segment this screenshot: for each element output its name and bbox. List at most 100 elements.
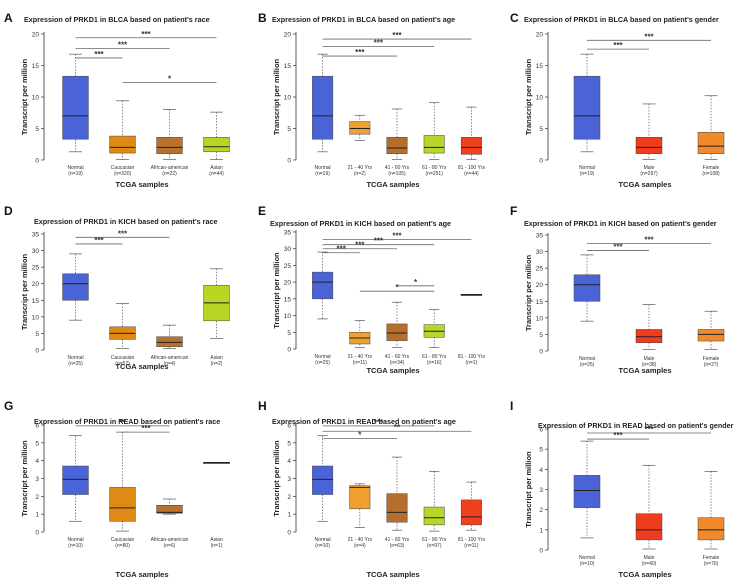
category-n-label: (n=2) [354, 171, 366, 177]
y-tick-label: 5 [35, 331, 39, 338]
panel-b: B Expression of PRKD1 in BLCA based on pa… [258, 11, 485, 189]
category-label: Normal [579, 165, 595, 171]
panel-label: D [4, 204, 13, 218]
significance-label: *** [644, 425, 654, 434]
category-label: Female [703, 356, 720, 362]
category-label: Normal [315, 354, 331, 360]
chart-title: Expression of PRKD1 in KICH based on pat… [524, 219, 717, 228]
x-axis-label: TCGA samples [115, 570, 168, 579]
x-axis-label: TCGA samples [618, 180, 671, 189]
box-iqr [203, 137, 230, 153]
y-tick-label: 4 [539, 467, 543, 474]
category-n-label: (n=25) [68, 361, 83, 367]
x-axis-label: TCGA samples [618, 366, 671, 375]
y-tick-label: 0 [287, 158, 291, 165]
box-3: Asian(n=2) [203, 268, 230, 367]
y-tick-label: 5 [35, 440, 39, 447]
box-iqr [460, 499, 482, 526]
significance-label: *** [118, 229, 128, 238]
category-label: Normal [67, 537, 83, 543]
category-label: 61 - 80 Yrs [422, 354, 447, 360]
y-tick-label: 0 [287, 530, 291, 537]
y-axis-label: Transcript per million [524, 58, 533, 135]
box-iqr [635, 513, 663, 541]
y-tick-label: 15 [32, 63, 40, 70]
category-label: Normal [315, 165, 331, 171]
significance-label: *** [94, 236, 104, 245]
y-tick-label: 30 [284, 246, 292, 253]
significance-label: *** [644, 236, 654, 245]
box-3: Asian(n=1) [203, 461, 230, 549]
y-tick-label: 6 [539, 427, 543, 434]
box-iqr [573, 75, 601, 140]
panel-label: C [510, 11, 519, 25]
category-n-label: (n=76) [704, 561, 719, 567]
panel-g: G Expression of PRKD1 in READ based on pa… [4, 399, 230, 579]
significance-label: *** [644, 32, 654, 41]
significance-label: * [168, 75, 172, 84]
box-1: Male(n=297) [635, 103, 663, 177]
category-label: Female [703, 165, 720, 171]
y-tick-label: 30 [32, 248, 40, 255]
category-n-label: (n=27) [704, 362, 719, 368]
box-2: 41 - 60 Yrs(n=105) [385, 108, 410, 177]
panel-a: A Expression of PRKD1 in BLCA based on pa… [4, 11, 230, 189]
significance-label: *** [355, 48, 365, 57]
y-axis-label: Transcript per million [20, 253, 29, 330]
significance-label: *** [374, 39, 384, 48]
y-axis-label: Transcript per million [272, 58, 281, 135]
box-iqr [349, 121, 371, 135]
panel-c: C Expression of PRKD1 in BLCA based on pa… [510, 11, 725, 189]
box-3: Asian(n=44) [203, 111, 230, 177]
y-tick-label: 2 [539, 507, 543, 514]
category-label: 41 - 60 Yrs [385, 165, 410, 171]
significance-label: *** [613, 431, 623, 440]
box-2: 41 - 60 Yrs(n=63) [385, 456, 410, 549]
y-tick-label: 0 [539, 158, 543, 165]
x-axis-label: TCGA samples [115, 362, 168, 371]
y-tick-label: 1 [539, 527, 543, 534]
significance-label: *** [374, 237, 384, 246]
y-axis-label: Transcript per million [20, 440, 29, 517]
y-tick-label: 20 [536, 282, 544, 289]
y-axis-label: Transcript per million [272, 252, 281, 329]
category-label: Caucasian [111, 165, 135, 171]
y-tick-label: 15 [536, 299, 544, 306]
x-axis-label: TCGA samples [366, 180, 419, 189]
category-n-label: (n=63) [390, 543, 405, 549]
y-tick-label: 20 [32, 281, 40, 288]
box-iqr [460, 137, 482, 155]
category-n-label: (n=19) [68, 171, 83, 177]
significance-label: *** [141, 424, 151, 433]
panel-label: G [4, 399, 13, 413]
box-1: 21 - 40 Yrs(n=2) [348, 114, 372, 177]
category-label: 61 - 80 Yrs [422, 165, 447, 171]
chart-title: Expression of PRKD1 in BLCA based on pat… [24, 15, 210, 24]
box-2: Female(n=27) [697, 310, 725, 368]
y-tick-label: 0 [35, 158, 39, 165]
box-4: 81 - 100 Yrs(n=1) [458, 294, 485, 366]
box-iqr [697, 517, 725, 541]
panel-label: F [510, 204, 517, 218]
y-axis-label: Transcript per million [524, 451, 533, 528]
significance-label: *** [613, 243, 623, 252]
y-tick-label: 5 [287, 126, 291, 133]
category-label: 41 - 60 Yrs [385, 537, 410, 543]
x-axis-label: TCGA samples [366, 570, 419, 579]
category-n-label: (n=6) [164, 543, 176, 549]
panel-i: I Expression of PRKD1 in READ based on pa… [510, 399, 734, 579]
category-label: Asian [210, 537, 223, 543]
y-tick-label: 3 [287, 476, 291, 483]
y-tick-label: 25 [536, 266, 544, 273]
y-tick-label: 10 [536, 315, 544, 322]
category-label: 81 - 100 Yrs [458, 165, 486, 171]
box-0: Normal(n=10) [573, 440, 601, 567]
significance-label: ** [119, 418, 126, 427]
category-n-label: (n=10) [580, 561, 595, 567]
box-0: Normal(n=10) [62, 435, 89, 549]
x-axis-label: TCGA samples [618, 570, 671, 579]
significance-label: ** [394, 423, 401, 432]
box-2: Female(n=76) [697, 471, 725, 567]
y-tick-label: 15 [32, 298, 40, 305]
